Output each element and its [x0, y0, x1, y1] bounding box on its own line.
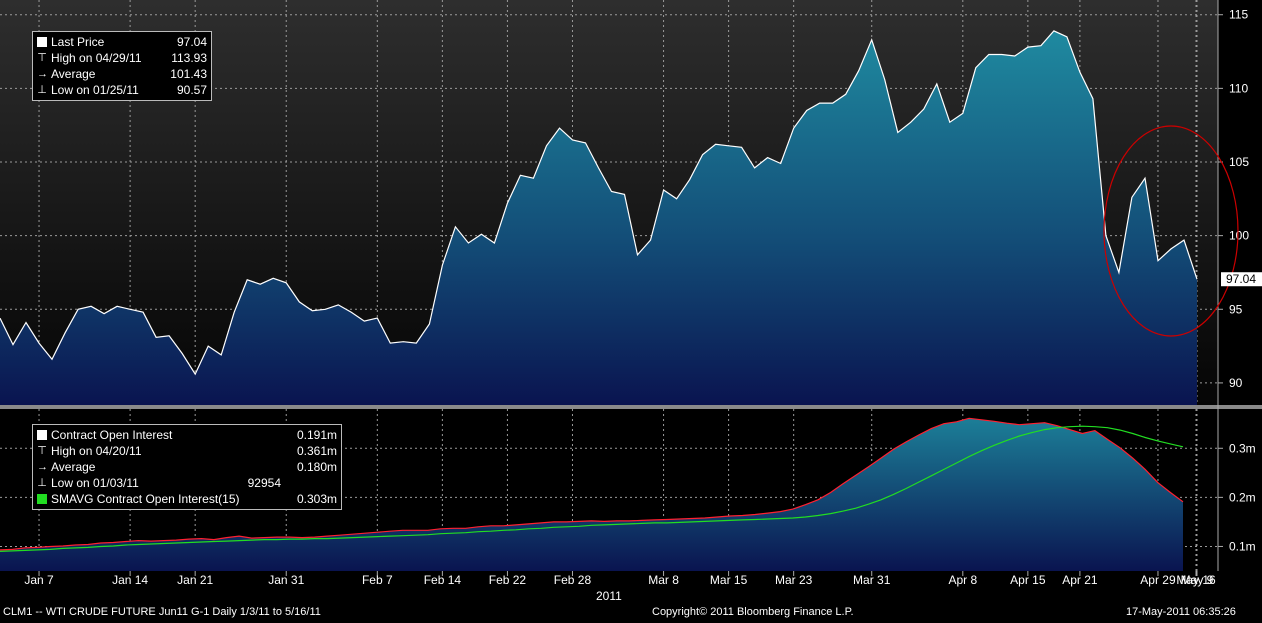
y-tick-label: 115	[1229, 8, 1248, 22]
x-tick-label: Feb 22	[489, 573, 527, 587]
y-tick-label: 0.2m	[1229, 490, 1256, 504]
legend-low: ⊥ Low on 01/25/11 90.57	[37, 82, 207, 98]
footer-copyright: Copyright© 2011 Bloomberg Finance L.P.	[652, 606, 854, 618]
x-tick-label: Jan 31	[268, 573, 304, 587]
y-tick-label: 90	[1229, 376, 1243, 390]
x-tick-label: Jan 21	[177, 573, 213, 587]
legend-last-price: Last Price 97.04	[37, 34, 207, 50]
x-tick-label: Apr 15	[1010, 573, 1046, 587]
legend-label: Last Price	[51, 35, 105, 49]
price-legend: Last Price 97.04 ⊤ High on 04/29/11 113.9…	[32, 31, 212, 101]
legend-label: Average	[51, 460, 96, 474]
x-tick-label: May 16	[1176, 573, 1216, 587]
open-interest-series	[0, 417, 1184, 571]
oi-y-axis: 0.1m 0.2m 0.3m	[1218, 441, 1256, 553]
price-series	[0, 30, 1198, 406]
legend-value: 0.361m	[296, 444, 337, 458]
last-price-line	[0, 30, 1198, 376]
last-price-tag-label: 97.04	[1226, 272, 1256, 286]
legend-label: High on 04/20/11	[51, 444, 142, 458]
x-tick-label: Mar 31	[853, 573, 891, 587]
x-tick-label: Jan 14	[112, 573, 148, 587]
x-axis: Jan 7 Jan 14 Jan 21 Jan 31 Feb 7 Feb 14 Feb 22…	[24, 571, 1216, 587]
legend-value: 97.04	[176, 35, 207, 49]
panel-divider	[0, 405, 1262, 409]
y-tick-label: 100	[1229, 229, 1249, 243]
y-tick-label: 110	[1229, 81, 1248, 95]
legend-label: High on 04/29/11	[51, 51, 142, 65]
legend-average: → Average 0.180m	[37, 459, 337, 475]
green-square-icon	[37, 494, 47, 504]
high-marker-icon: ⊤	[37, 52, 47, 64]
legend-label: Low on 01/03/11	[51, 476, 139, 490]
x-tick-label: Feb 28	[554, 573, 592, 587]
legend-average: → Average 101.43	[37, 66, 207, 82]
legend-label: Average	[51, 67, 96, 81]
y-tick-label: 105	[1229, 155, 1249, 169]
x-tick-label: Mar 23	[775, 573, 813, 587]
last-price-tag	[1221, 272, 1262, 287]
open-interest-area-fill	[0, 418, 1183, 571]
highlight-circle	[1103, 125, 1239, 337]
y-tick-label: 0.3m	[1229, 441, 1256, 455]
legend-label: SMAVG Contract Open Interest(15)	[51, 492, 240, 506]
white-square-icon	[37, 37, 47, 47]
legend-low: ⊥ Low on 01/03/11 92954	[37, 475, 337, 491]
open-interest-line	[0, 417, 1184, 551]
x-tick-label: Jan 7	[24, 573, 54, 587]
y-tick-label: 0.1m	[1229, 539, 1256, 553]
x-tick-label: Mar 15	[710, 573, 748, 587]
x-tick-label: Feb 14	[424, 573, 462, 587]
legend-value: 113.93	[171, 51, 207, 65]
legend-open-interest: Contract Open Interest 0.191m	[37, 427, 337, 443]
legend-value: 90.57	[176, 83, 207, 97]
average-marker-icon: →	[37, 461, 48, 473]
legend-sma: SMAVG Contract Open Interest(15) 0.303m	[37, 491, 337, 507]
average-marker-icon: →	[37, 68, 48, 80]
sma-line	[0, 425, 1184, 552]
x-tick-label: Mar 8	[648, 573, 679, 587]
legend-value: 92954	[247, 476, 281, 490]
x-tick-label: Feb 7	[362, 573, 393, 587]
last-price-marker: 97.04	[1221, 272, 1262, 287]
legend-high: ⊤ High on 04/29/11 113.93	[37, 50, 207, 66]
year-label: 2011	[596, 589, 622, 603]
footer-security: CLM1 -- WTI CRUDE FUTURE Jun11 G-1 Daily…	[3, 606, 321, 618]
legend-value: 0.180m	[296, 460, 337, 474]
high-marker-icon: ⊤	[37, 445, 47, 457]
legend-value: 0.303m	[296, 492, 337, 506]
legend-value: 101.43	[170, 67, 207, 81]
price-area-fill	[0, 30, 1197, 406]
legend-value: 0.191m	[296, 428, 337, 442]
legend-label: Low on 01/25/11	[51, 83, 139, 97]
legend-high: ⊤ High on 04/20/11 0.361m	[37, 443, 337, 459]
low-marker-icon: ⊥	[37, 84, 47, 96]
white-square-icon	[37, 430, 47, 440]
x-tick-label: Apr 8	[948, 573, 977, 587]
x-tick-label: Apr 29	[1140, 573, 1176, 587]
low-marker-icon: ⊥	[37, 477, 47, 489]
x-tick-label: May 9	[1181, 573, 1214, 587]
legend-label: Contract Open Interest	[51, 428, 173, 442]
oi-legend: Contract Open Interest 0.191m ⊤ High on 0…	[32, 424, 342, 510]
footer-timestamp: 17-May-2011 06:35:26	[1126, 606, 1236, 618]
x-tick-label: Apr 21	[1062, 573, 1098, 587]
price-y-axis: 90 95 100 105 110 115	[1218, 8, 1249, 390]
y-tick-label: 95	[1229, 302, 1243, 316]
